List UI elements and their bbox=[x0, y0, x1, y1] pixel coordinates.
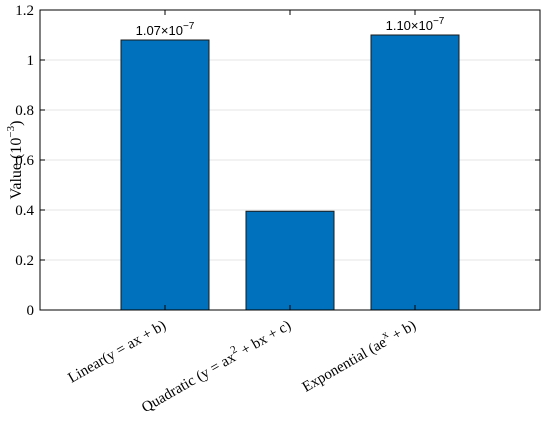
y-axis-title-base: Value (10 bbox=[8, 138, 25, 200]
y-axis-title-suffix: ) bbox=[8, 121, 25, 126]
x-tick-label-part: Exponential (ae bbox=[300, 334, 390, 395]
data-label: 1.07×10−7 bbox=[136, 21, 195, 38]
y-axis-title-exponent: −3 bbox=[5, 125, 17, 137]
data-label-exponent: −7 bbox=[433, 16, 445, 27]
y-tick-label: 0 bbox=[27, 303, 35, 319]
data-label-exponent: −7 bbox=[183, 21, 195, 32]
y-tick-label: 1 bbox=[27, 53, 35, 69]
x-tick-label-part: Linear(y = ax + b) bbox=[66, 318, 169, 387]
x-tick-label: Exponential (aex + b) bbox=[298, 314, 419, 396]
bars bbox=[120, 34, 460, 311]
y-tick-label: 0.4 bbox=[15, 203, 34, 219]
x-tick-label-part: + bx + c) bbox=[235, 318, 294, 361]
x-tick-label: Linear(y = ax + b) bbox=[66, 318, 169, 387]
bar bbox=[370, 34, 460, 311]
y-tick-label: 0.6 bbox=[15, 153, 34, 169]
data-labels: 1.07×10−7 1.10×10−7 bbox=[136, 16, 445, 38]
bar bbox=[245, 210, 335, 311]
y-axis-title: Value (10−3) bbox=[5, 121, 25, 200]
y-axis-ticks: 0 0.2 0.4 0.6 0.8 1 1.2 bbox=[15, 3, 540, 319]
x-axis-labels: Linear(y = ax + b)Quadratic (y = ax2 + b… bbox=[66, 10, 419, 416]
data-label-base: 1.07×10 bbox=[136, 23, 183, 38]
y-tick-label: 0.2 bbox=[15, 253, 34, 269]
x-tick-label-superscript: x bbox=[380, 328, 391, 341]
x-tick-label-part: Quadratic (y = ax bbox=[139, 349, 239, 416]
y-tick-label: 0.8 bbox=[15, 103, 34, 119]
bar bbox=[120, 39, 210, 311]
data-label: 1.10×10−7 bbox=[386, 16, 445, 33]
data-label-base: 1.10×10 bbox=[386, 18, 433, 33]
y-tick-label: 1.2 bbox=[15, 3, 34, 19]
x-tick-label-part: + b) bbox=[386, 318, 419, 346]
x-tick-label-superscript: 2 bbox=[229, 343, 240, 356]
